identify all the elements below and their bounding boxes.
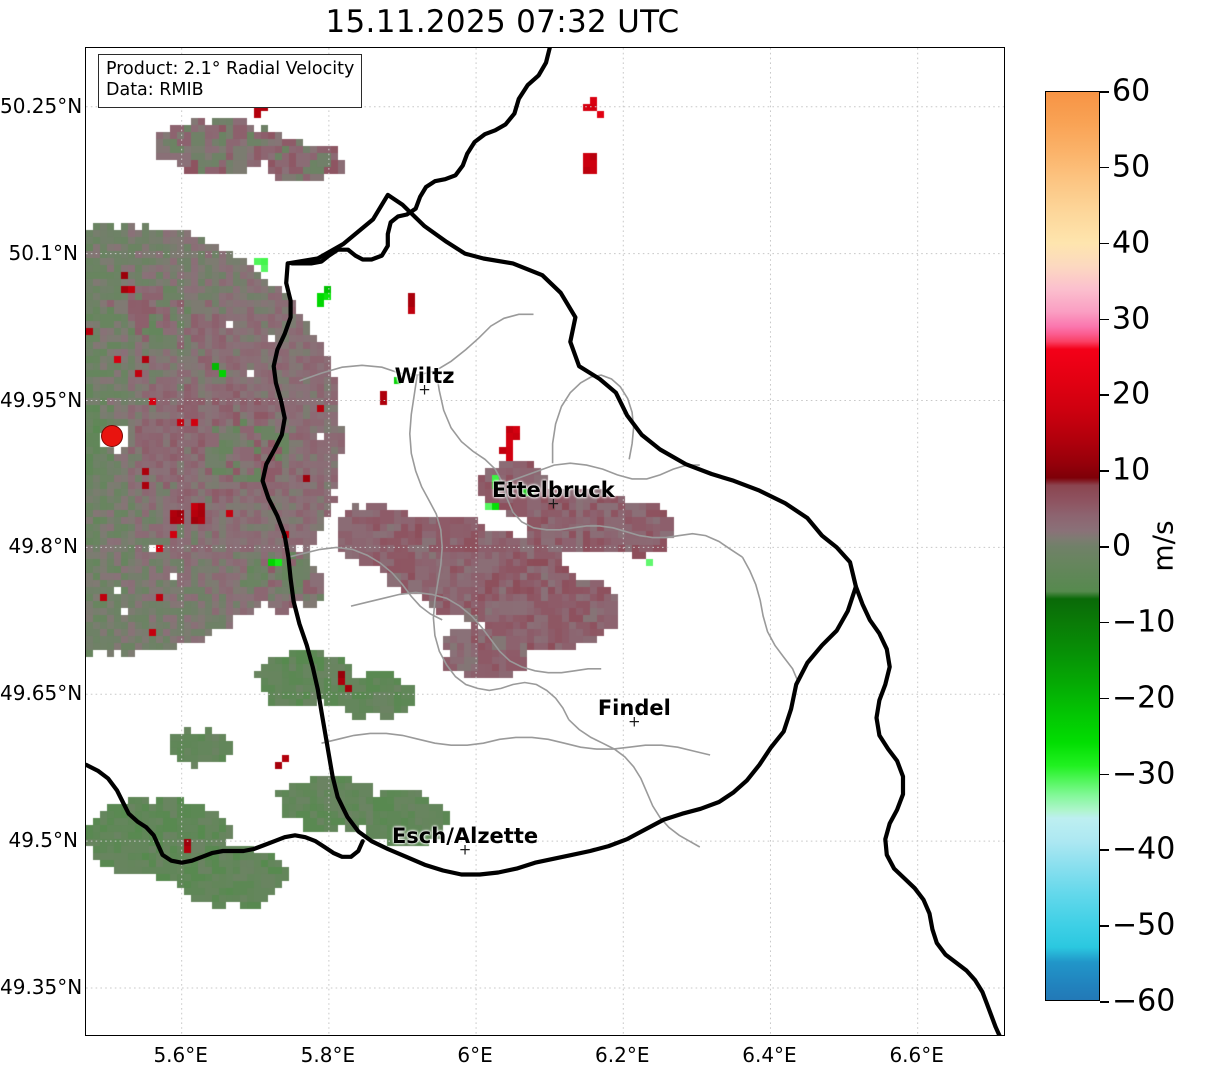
colorbar-tick-label: 20: [1112, 376, 1151, 412]
city-label: Ettelbruck: [492, 478, 615, 503]
latitude-tick-label: 49.35°N: [0, 975, 83, 1000]
colorbar-tick-label: 50: [1112, 149, 1151, 185]
radar-echo-layer: [86, 48, 1004, 1035]
colorbar-tick-mark: [1100, 621, 1109, 624]
data-source-line: Data: RMIB: [106, 80, 204, 101]
colorbar-unit-label: m/s: [1146, 520, 1180, 572]
country-border-path: [86, 762, 365, 865]
canton-border-path: [350, 591, 602, 674]
city-label: Findel: [597, 695, 671, 720]
colorbar-tick-mark: [1100, 849, 1109, 851]
colorbar-tick-label: −20: [1112, 680, 1176, 716]
colorbar: [1045, 91, 1100, 1001]
colorbar-tick-label: 40: [1112, 225, 1151, 261]
city-label: Esch/Alzette: [391, 824, 539, 849]
canton-border-path: [288, 546, 443, 621]
country-border-path: [853, 584, 1002, 1035]
canton-border-path: [435, 370, 743, 558]
city-marker-icon: +: [547, 494, 560, 513]
country-border-path: [290, 48, 552, 266]
page-title: 15.11.2025 07:32 UTC: [325, 4, 680, 40]
colorbar-ticks: 60 50 40 30 20 10 0 −10 −20 −30 −40 −50 −60: [1100, 74, 1200, 1019]
longitude-tick-label: 6.4°E: [742, 1043, 797, 1067]
grid-lines: [86, 48, 1004, 1035]
canton-border-path: [505, 462, 700, 484]
canton-border-path: [741, 556, 800, 683]
colorbar-tick-mark: [1100, 773, 1109, 776]
canton-border-path: [321, 732, 711, 756]
product-info-box: Product: 2.1° Radial Velocity Data: RMIB: [98, 54, 363, 108]
colorbar-tick-mark: [1100, 1001, 1109, 1003]
colorbar-tick-mark: [1100, 242, 1109, 245]
colorbar-tick-label: 60: [1112, 73, 1151, 109]
colorbar-gradient: [1045, 91, 1100, 1001]
colorbar-tick-label: −60: [1112, 983, 1176, 1019]
geography-overlay: [86, 48, 1004, 1035]
colorbar-tick-mark: [1100, 470, 1109, 472]
radar-site-marker[interactable]: [100, 424, 123, 447]
colorbar-tick-mark: [1100, 166, 1109, 169]
colorbar-tick-label: 10: [1112, 452, 1151, 488]
latitude-tick-label: 49.95°N: [0, 387, 83, 412]
colorbar-tick-label: −50: [1112, 907, 1176, 943]
colorbar-tick-mark: [1100, 546, 1109, 548]
country-border-path: [260, 192, 858, 877]
longitude-tick-label: 5.8°E: [300, 1043, 356, 1067]
canton-border-path: [568, 719, 701, 848]
colorbar-tick-mark: [1100, 318, 1109, 321]
product-line: Product: 2.1° Radial Velocity: [106, 59, 355, 79]
city-label: Wiltz: [394, 363, 455, 388]
longitude-tick-label: 5.6°E: [153, 1043, 208, 1067]
city-marker-icon: +: [418, 380, 431, 399]
latitude-tick-label: 49.5°N: [8, 828, 79, 853]
canton-border-path: [299, 313, 534, 382]
colorbar-tick-label: 0: [1112, 528, 1132, 564]
colorbar-tick-label: −10: [1112, 604, 1176, 640]
colorbar-tick-label: −30: [1112, 756, 1176, 791]
city-marker-icon: +: [628, 712, 641, 731]
canton-border-path: [551, 374, 635, 464]
longitude-tick-label: 6.2°E: [595, 1043, 650, 1067]
country-borders: [86, 48, 1002, 1035]
colorbar-tick-mark: [1100, 925, 1109, 927]
canton-borders: [288, 313, 800, 848]
latitude-tick-label: 50.1°N: [8, 240, 79, 265]
canton-border-path: [408, 374, 570, 721]
colorbar-tick-label: −40: [1112, 831, 1176, 867]
city-marker-icon: +: [458, 840, 472, 859]
longitude-tick-label: 6.6°E: [889, 1043, 944, 1067]
latitude-tick-label: 49.65°N: [0, 681, 83, 706]
colorbar-tick-mark: [1100, 91, 1109, 93]
latitude-tick-label: 49.8°N: [8, 534, 79, 559]
longitude-tick-label: 6°E: [457, 1043, 493, 1067]
colorbar-tick-label: 30: [1112, 301, 1151, 336]
latitude-tick-label: 50.25°N: [0, 93, 83, 118]
map-canvas: Wiltz + Ettelbruck + Findel + Esch/Alzette + Pr…: [86, 48, 1004, 1035]
colorbar-tick-mark: [1100, 394, 1109, 396]
colorbar-tick-mark: [1100, 697, 1109, 700]
map-plot-area[interactable]: Wiltz + Ettelbruck + Findel + Esch/Alzette + Pr…: [85, 47, 1005, 1036]
